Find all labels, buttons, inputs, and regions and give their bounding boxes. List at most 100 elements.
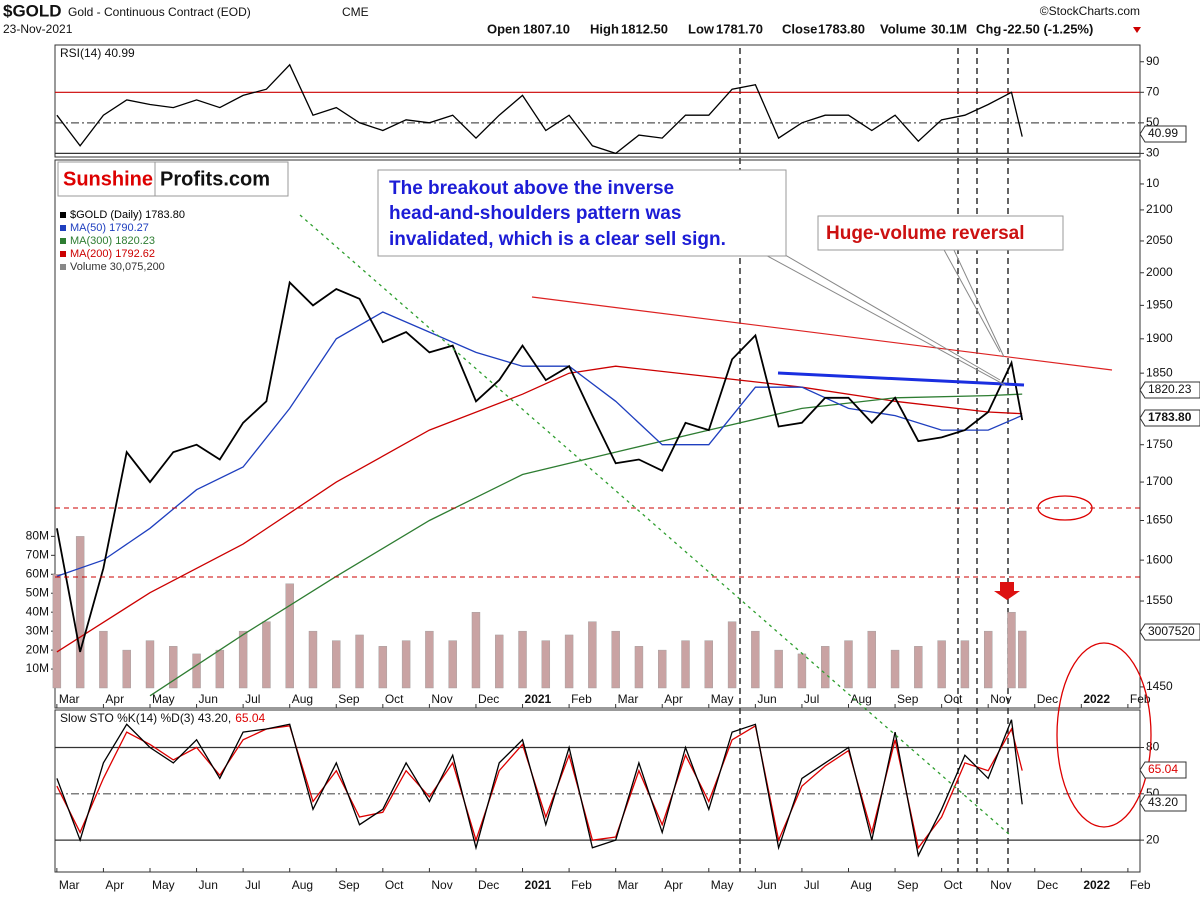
x-tick-label: Mar: [59, 878, 80, 892]
volume-bar: [215, 649, 225, 689]
volume-bar: [471, 611, 481, 689]
volume-bar: [192, 653, 201, 689]
vertical-markers: [739, 48, 1009, 872]
x-tick-label: Sep: [897, 878, 919, 892]
y2-tick-label: 50M: [26, 585, 49, 599]
drawings: Sunshine Profits.com The breakout above …: [55, 161, 1152, 836]
legend-swatch: [60, 212, 66, 218]
legend-entry: Volume 30,075,200: [70, 261, 165, 273]
volume-bar: [727, 621, 737, 689]
x-tick-label: Oct: [385, 692, 404, 706]
x-tick-label: Nov: [431, 692, 452, 706]
instrument-name: Gold - Continuous Contract (EOD): [68, 5, 251, 19]
volume-bar: [890, 649, 900, 689]
axis-tag-box: [1139, 794, 1187, 812]
x-tick-label: Mar: [618, 692, 639, 706]
volume-bar: [145, 640, 155, 689]
volume-bar: [658, 649, 667, 689]
series-line: [56, 719, 1023, 858]
volume-bar: [844, 640, 853, 689]
highlight-ellipse: [1056, 642, 1152, 828]
x-tick-label: Mar: [618, 878, 639, 892]
volume-bar: [960, 640, 970, 689]
volume-bar: [308, 630, 318, 689]
x-tick-label: Dec: [1037, 692, 1058, 706]
x-tick-label: Sep: [338, 692, 360, 706]
x-tick-label: May: [152, 692, 175, 706]
axis-tags: 40.99 1820.23 1783.80 3007520 65.04 43.20: [1139, 125, 1200, 812]
y-tick-label: 2100: [1146, 202, 1173, 216]
x-tick-label: Jun: [199, 692, 218, 706]
x-tick-label: Apr: [105, 692, 124, 706]
x-tick-label: Sep: [897, 692, 919, 706]
x-tick-label: Mar: [59, 692, 80, 706]
y2-tick-label: 30M: [26, 623, 49, 637]
volume-bar: [797, 653, 807, 689]
x-tick-label: Nov: [431, 878, 452, 892]
y2-tick-label: 10M: [26, 661, 49, 675]
callout-pointer: [779, 251, 1001, 381]
y-tick-label: 20: [1146, 832, 1160, 846]
x-tick-label: Apr: [664, 692, 683, 706]
volume-bar: [914, 646, 923, 689]
logo-text: Profits.com: [160, 168, 270, 190]
x-tick-label: Jun: [757, 692, 776, 706]
quote-value: 1807.10: [523, 21, 570, 36]
panel-title: Slow STO %K(14) %D(3) 43.20,: [60, 711, 231, 725]
plots: Open 1807.10 High 1812.50 Low 1781.70 Close 178…: [26, 21, 1173, 892]
x-tick-label: Jun: [199, 878, 218, 892]
volume-bar: [378, 646, 388, 689]
y-tick-label: 2050: [1146, 233, 1173, 247]
panel-frame: [54, 44, 1141, 158]
series-line: [56, 63, 1023, 155]
volume-bar: [75, 536, 85, 689]
callout-text: invalidated, which is a clear sell sign.: [389, 229, 726, 250]
volume-bar: [99, 630, 108, 689]
volume-bar: [518, 630, 527, 689]
y2-tick-label: 70M: [26, 547, 49, 561]
quote-label: Close: [782, 21, 817, 36]
volume-bar: [541, 640, 551, 689]
axis-tag-label: 40.99: [1148, 126, 1178, 140]
y-tick-label: 1900: [1146, 331, 1173, 345]
y-tick-label: 1750: [1146, 437, 1173, 451]
x-tick-label: Feb: [1130, 692, 1151, 706]
volume-bar: [238, 630, 248, 689]
callout-pointer: [759, 251, 1006, 386]
quote-value: 30.1M: [931, 21, 967, 36]
resistance-line: [531, 296, 1113, 371]
x-tick-label: Feb: [571, 878, 592, 892]
y-tick-label: 1550: [1146, 593, 1173, 607]
volume-bar: [937, 640, 946, 689]
exchange: CME: [342, 5, 369, 19]
x-tick-label: Sep: [338, 878, 360, 892]
neckline: [777, 371, 1025, 387]
callout-text: The breakout above the inverse: [389, 178, 674, 199]
x-tick-label: May: [711, 692, 734, 706]
series-line: [149, 393, 1023, 697]
logo-box: [154, 161, 289, 197]
axis-tag-box: [1139, 623, 1200, 641]
y-tick-label: 30: [1146, 146, 1160, 160]
axis-tag-label: 65.04: [1148, 762, 1178, 776]
axis-tag-label: 1820.23: [1148, 382, 1192, 396]
x-tick-label: 2022: [1083, 692, 1110, 706]
y2-tick-label: 60M: [26, 566, 49, 580]
volume-bar: [681, 640, 690, 689]
legend-swatch: [60, 238, 66, 244]
axis-tag-label: 43.20: [1148, 795, 1178, 809]
volume-bar: [867, 630, 876, 689]
volume-bar: [611, 630, 620, 689]
x-tick-label: 2021: [525, 878, 552, 892]
axis-tag-box: [1139, 125, 1187, 143]
volume-bar: [774, 649, 783, 689]
panel-title-value: 65.04: [235, 711, 265, 725]
y-tick-label: 1450: [1146, 679, 1173, 693]
y-tick-label: 1600: [1146, 552, 1173, 566]
y-tick-label: 10: [1146, 176, 1160, 190]
change-arrow: [1133, 27, 1141, 33]
x-tick-label: Oct: [944, 692, 963, 706]
x-tick-label: May: [711, 878, 734, 892]
